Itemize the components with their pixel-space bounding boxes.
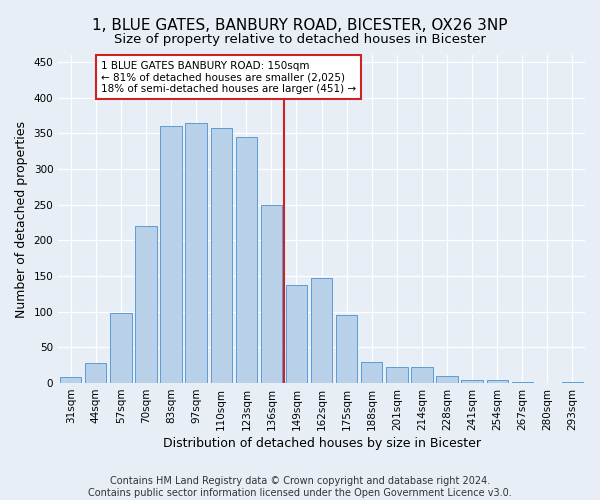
Bar — [436, 376, 458, 383]
Bar — [60, 378, 82, 383]
Bar — [160, 126, 182, 383]
Text: Size of property relative to detached houses in Bicester: Size of property relative to detached ho… — [114, 32, 486, 46]
Bar — [286, 284, 307, 383]
Bar — [136, 226, 157, 383]
Bar — [411, 368, 433, 383]
Bar — [487, 380, 508, 383]
Bar — [261, 205, 282, 383]
Bar — [311, 278, 332, 383]
Text: 1 BLUE GATES BANBURY ROAD: 150sqm
← 81% of detached houses are smaller (2,025)
1: 1 BLUE GATES BANBURY ROAD: 150sqm ← 81% … — [101, 60, 356, 94]
Bar — [361, 362, 382, 383]
Y-axis label: Number of detached properties: Number of detached properties — [15, 120, 28, 318]
Bar — [562, 382, 583, 383]
Text: 1, BLUE GATES, BANBURY ROAD, BICESTER, OX26 3NP: 1, BLUE GATES, BANBURY ROAD, BICESTER, O… — [92, 18, 508, 32]
Bar — [110, 313, 131, 383]
Bar — [236, 137, 257, 383]
Bar — [512, 382, 533, 383]
Bar — [85, 363, 106, 383]
Bar — [185, 123, 207, 383]
X-axis label: Distribution of detached houses by size in Bicester: Distribution of detached houses by size … — [163, 437, 481, 450]
Bar — [386, 368, 407, 383]
Bar — [211, 128, 232, 383]
Text: Contains HM Land Registry data © Crown copyright and database right 2024.
Contai: Contains HM Land Registry data © Crown c… — [88, 476, 512, 498]
Bar — [336, 314, 358, 383]
Bar — [461, 380, 483, 383]
